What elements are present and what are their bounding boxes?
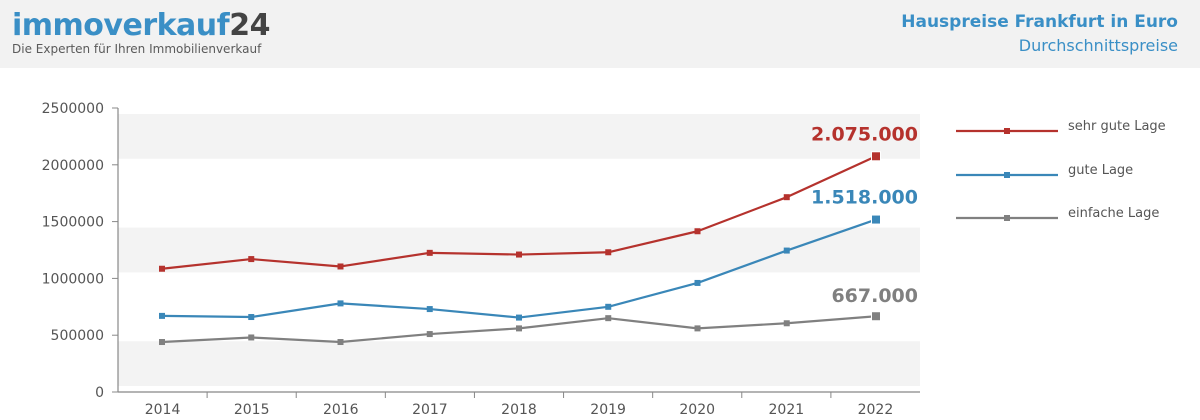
data-point bbox=[248, 314, 255, 321]
data-point bbox=[426, 306, 433, 313]
x-tick-label: 2020 bbox=[679, 402, 715, 418]
data-point bbox=[516, 325, 522, 332]
legend-marker bbox=[1004, 128, 1010, 134]
y-tick-label: 0 bbox=[95, 385, 104, 401]
y-tick-label: 2500000 bbox=[42, 101, 104, 117]
data-point bbox=[159, 339, 165, 346]
chart-subtitle: Durchschnittspreise bbox=[1018, 36, 1178, 55]
data-point bbox=[159, 265, 165, 272]
x-tick-label: 2019 bbox=[590, 402, 626, 418]
y-tick-label: 1500000 bbox=[42, 215, 104, 231]
legend-label: gute Lage bbox=[1068, 163, 1133, 178]
data-label: 667.000 bbox=[831, 285, 918, 307]
legend-marker bbox=[1004, 215, 1010, 221]
data-point bbox=[783, 194, 790, 201]
data-point bbox=[337, 339, 344, 346]
data-point bbox=[248, 256, 255, 263]
data-point bbox=[694, 325, 701, 332]
data-point bbox=[426, 331, 433, 338]
data-point bbox=[337, 263, 344, 270]
brand-name-main: immoverkauf bbox=[12, 8, 230, 43]
data-point bbox=[605, 303, 612, 310]
grid-band bbox=[118, 341, 920, 386]
data-point bbox=[516, 251, 522, 258]
x-tick-label: 2018 bbox=[501, 402, 537, 418]
x-tick-label: 2016 bbox=[323, 402, 359, 418]
data-point bbox=[783, 247, 790, 254]
grid-band bbox=[118, 227, 920, 273]
data-point bbox=[248, 334, 255, 341]
brand-tagline: Die Experten für Ihren Immobilienverkauf bbox=[12, 42, 262, 56]
data-point bbox=[694, 228, 701, 235]
grid-band bbox=[118, 114, 920, 159]
data-point bbox=[871, 311, 881, 322]
brand-name-number: 24 bbox=[229, 8, 270, 43]
x-tick-label: 2021 bbox=[769, 402, 805, 418]
data-point bbox=[337, 300, 344, 307]
data-point bbox=[871, 214, 881, 225]
data-point bbox=[783, 320, 790, 327]
header-bar: immoverkauf24 Die Experten für Ihren Imm… bbox=[0, 0, 1200, 68]
x-tick-label: 2022 bbox=[858, 402, 894, 418]
data-label: 1.518.000 bbox=[811, 187, 918, 209]
brand-logo[interactable]: immoverkauf24 bbox=[12, 8, 270, 43]
x-tick-label: 2014 bbox=[145, 402, 181, 418]
legend-label: sehr gute Lage bbox=[1068, 119, 1166, 134]
data-point bbox=[605, 315, 612, 322]
chart-title: Hauspreise Frankfurt in Euro bbox=[901, 12, 1178, 32]
legend-label: einfache Lage bbox=[1068, 206, 1159, 221]
data-point bbox=[871, 151, 881, 162]
y-tick-label: 2000000 bbox=[42, 158, 104, 174]
x-tick-label: 2017 bbox=[412, 402, 448, 418]
legend-marker bbox=[1004, 172, 1010, 178]
data-point bbox=[159, 312, 165, 319]
y-tick-label: 500000 bbox=[51, 328, 104, 344]
x-tick-label: 2015 bbox=[234, 402, 270, 418]
data-label: 2.075.000 bbox=[811, 123, 918, 145]
data-point bbox=[426, 249, 433, 256]
data-point bbox=[694, 279, 701, 286]
data-point bbox=[605, 249, 612, 256]
data-point bbox=[516, 314, 522, 321]
y-tick-label: 1000000 bbox=[42, 271, 104, 287]
